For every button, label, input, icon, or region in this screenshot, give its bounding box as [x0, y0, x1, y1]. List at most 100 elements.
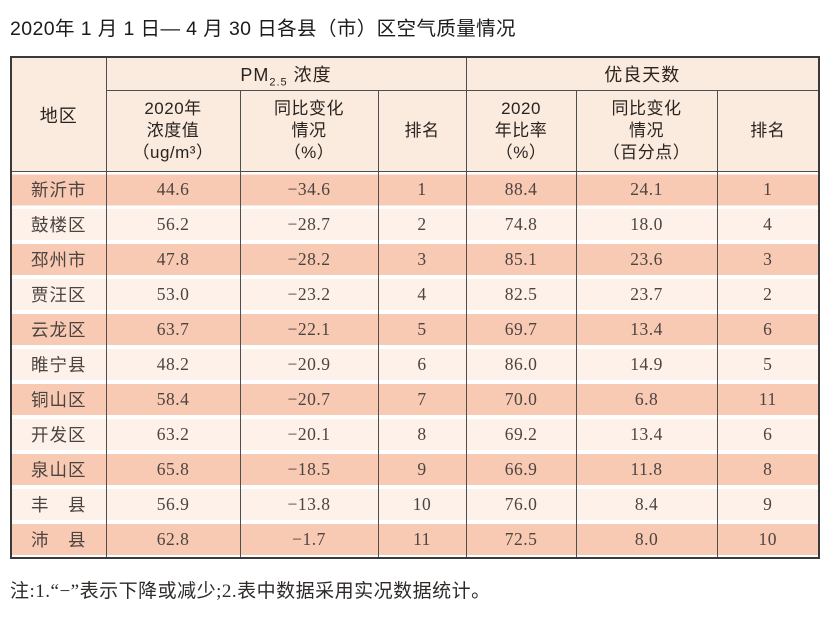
good-rate-cell: 72.5 [465, 522, 577, 558]
good-rate-cell: 70.0 [465, 382, 577, 417]
good-rank-cell: 1 [716, 171, 820, 207]
region-cell: 泉山区 [10, 452, 107, 487]
table-row: 开发区 63.2 −20.1 8 69.2 13.4 6 [10, 417, 820, 452]
region-cell: 贾汪区 [10, 277, 107, 312]
footnote: 注:1.“−”表示下降或减少;2.表中数据采用实况数据统计。 [10, 581, 491, 602]
good-rank-cell: 2 [716, 277, 820, 312]
header-good-change: 同比变化 情况 （百分点） [575, 90, 718, 172]
good-rank-cell: 3 [716, 242, 820, 277]
region-cell: 睢宁县 [10, 347, 107, 382]
good-rate-cell: 88.4 [465, 171, 577, 207]
good-rank-cell: 6 [716, 417, 820, 452]
header-good-days-group: 优良天数 [465, 56, 820, 91]
good-rank-cell: 4 [716, 207, 820, 242]
good-change-cell: 11.8 [575, 452, 718, 487]
good-rank-cell: 11 [716, 382, 820, 417]
pm-value-cell: 53.0 [105, 277, 241, 312]
pm-change-cell: −23.2 [239, 277, 379, 312]
header-pm-change: 同比变化 情况 （%） [239, 90, 379, 172]
good-rank-cell: 10 [716, 522, 820, 558]
pm-change-cell: −34.6 [239, 171, 379, 207]
region-cell: 铜山区 [10, 382, 107, 417]
good-change-cell: 8.4 [575, 487, 718, 522]
pm-rank-cell: 9 [377, 452, 467, 487]
pm-value-cell: 63.7 [105, 312, 241, 347]
good-change-cell: 23.6 [575, 242, 718, 277]
good-change-cell: 24.1 [575, 171, 718, 207]
good-change-cell: 13.4 [575, 312, 718, 347]
table-row: 泉山区 65.8 −18.5 9 66.9 11.8 8 [10, 452, 820, 487]
good-rate-cell: 76.0 [465, 487, 577, 522]
pm-change-cell: −20.1 [239, 417, 379, 452]
header-pm25-group: PM2.5 浓度 [105, 56, 467, 91]
table-row: 铜山区 58.4 −20.7 7 70.0 6.8 11 [10, 382, 820, 417]
good-change-cell: 8.0 [575, 522, 718, 558]
pm-change-cell: −22.1 [239, 312, 379, 347]
pm-rank-cell: 2 [377, 207, 467, 242]
pm-rank-cell: 7 [377, 382, 467, 417]
region-cell: 鼓楼区 [10, 207, 107, 242]
pm-value-cell: 44.6 [105, 171, 241, 207]
pm-value-cell: 56.2 [105, 207, 241, 242]
region-cell: 新沂市 [10, 171, 107, 207]
table-row: 沛 县 62.8 −1.7 11 72.5 8.0 10 [10, 522, 820, 558]
good-change-cell: 18.0 [575, 207, 718, 242]
region-cell: 开发区 [10, 417, 107, 452]
header-good-rank: 排名 [716, 90, 820, 172]
pm-change-cell: −28.7 [239, 207, 379, 242]
air-quality-table: 地区 PM2.5 浓度 优良天数 2020年 浓度值 （ug/m³） 同比变化 … [10, 56, 821, 559]
table-header: 地区 PM2.5 浓度 优良天数 2020年 浓度值 （ug/m³） 同比变化 … [10, 56, 820, 172]
table-body: 新沂市 44.6 −34.6 1 88.4 24.1 1 鼓楼区 56.2 −2… [10, 171, 820, 558]
good-rate-cell: 74.8 [465, 207, 577, 242]
good-rate-cell: 82.5 [465, 277, 577, 312]
good-rank-cell: 8 [716, 452, 820, 487]
header-pm-rank: 排名 [377, 90, 467, 172]
pm-change-cell: −20.7 [239, 382, 379, 417]
pm-rank-cell: 4 [377, 277, 467, 312]
pm-value-cell: 47.8 [105, 242, 241, 277]
table-row: 云龙区 63.7 −22.1 5 69.7 13.4 6 [10, 312, 820, 347]
header-region: 地区 [10, 56, 107, 172]
header-good-rate: 2020 年比率 （%） [465, 90, 577, 172]
header-sub-row: 2020年 浓度值 （ug/m³） 同比变化 情况 （%） 排名 2020 年比… [11, 90, 820, 172]
pm-change-cell: −13.8 [239, 487, 379, 522]
pm-rank-cell: 8 [377, 417, 467, 452]
good-rank-cell: 5 [716, 347, 820, 382]
good-change-cell: 6.8 [575, 382, 718, 417]
good-change-cell: 14.9 [575, 347, 718, 382]
good-change-cell: 13.4 [575, 417, 718, 452]
good-rate-cell: 69.7 [465, 312, 577, 347]
region-cell: 沛 县 [10, 522, 107, 558]
header-pm-value: 2020年 浓度值 （ug/m³） [105, 90, 241, 172]
good-rate-cell: 66.9 [465, 452, 577, 487]
pm-label-rest: 浓度 [287, 65, 332, 85]
table-row: 鼓楼区 56.2 −28.7 2 74.8 18.0 4 [10, 207, 820, 242]
pm-rank-cell: 3 [377, 242, 467, 277]
pm-change-cell: −20.9 [239, 347, 379, 382]
pm-value-cell: 63.2 [105, 417, 241, 452]
pm-label-base: PM [240, 65, 270, 85]
pm-change-cell: −1.7 [239, 522, 379, 558]
page-title: 2020年 1 月 1 日— 4 月 30 日各县（市）区空气质量情况 [10, 18, 516, 40]
header-group-row: 地区 PM2.5 浓度 优良天数 [10, 56, 820, 172]
table-row: 新沂市 44.6 −34.6 1 88.4 24.1 1 [10, 171, 820, 207]
region-cell: 丰 县 [10, 487, 107, 522]
pm-value-cell: 58.4 [105, 382, 241, 417]
pm-change-cell: −28.2 [239, 242, 379, 277]
table-row: 邳州市 47.8 −28.2 3 85.1 23.6 3 [10, 242, 820, 277]
pm-change-cell: −18.5 [239, 452, 379, 487]
good-rank-cell: 6 [716, 312, 820, 347]
good-change-cell: 23.7 [575, 277, 718, 312]
table-row: 睢宁县 48.2 −20.9 6 86.0 14.9 5 [10, 347, 820, 382]
pm-rank-cell: 6 [377, 347, 467, 382]
region-cell: 邳州市 [10, 242, 107, 277]
pm-value-cell: 48.2 [105, 347, 241, 382]
good-rate-cell: 86.0 [465, 347, 577, 382]
pm-rank-cell: 1 [377, 171, 467, 207]
pm-label-subscript: 2.5 [269, 76, 288, 89]
good-rate-cell: 69.2 [465, 417, 577, 452]
pm-value-cell: 56.9 [105, 487, 241, 522]
table-row: 贾汪区 53.0 −23.2 4 82.5 23.7 2 [10, 277, 820, 312]
pm-value-cell: 65.8 [105, 452, 241, 487]
